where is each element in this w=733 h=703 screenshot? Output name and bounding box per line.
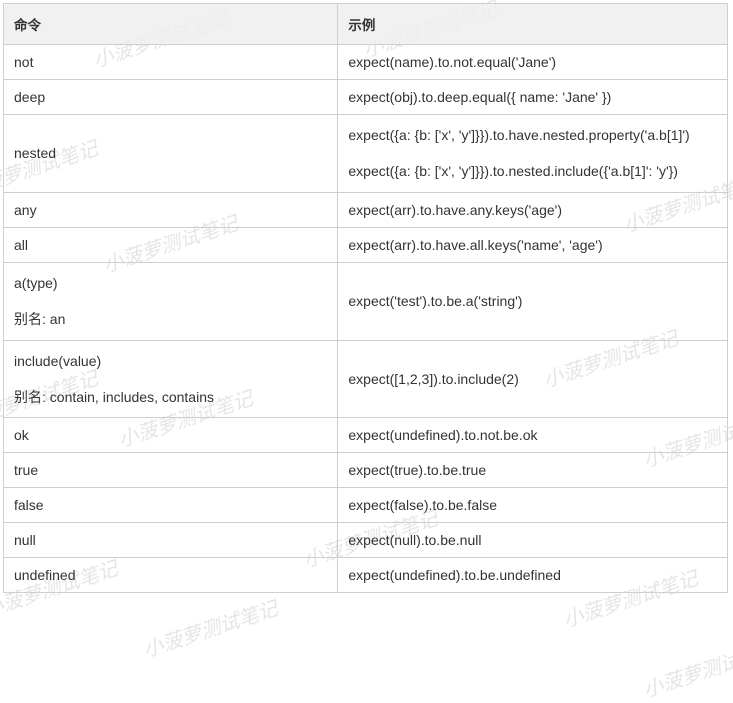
example-cell: expect({a: {b: ['x', 'y']}}).to.have.nes… <box>338 115 728 193</box>
command-cell: ok <box>4 418 338 453</box>
example-cell: expect(false).to.be.false <box>338 488 728 523</box>
example-cell: expect(arr).to.have.any.keys('age') <box>338 192 728 227</box>
command-text: a(type) <box>14 272 327 294</box>
example-cell: expect('test').to.be.a('string') <box>338 262 728 340</box>
command-cell: all <box>4 227 338 262</box>
example-text: expect({a: {b: ['x', 'y']}}).to.have.nes… <box>348 124 717 146</box>
table-row: nullexpect(null).to.be.null <box>4 523 728 558</box>
example-cell: expect(undefined).to.not.be.ok <box>338 418 728 453</box>
command-cell: any <box>4 192 338 227</box>
command-alias: 别名: an <box>14 308 327 330</box>
example-cell: expect(true).to.be.true <box>338 453 728 488</box>
example-cell: expect([1,2,3]).to.include(2) <box>338 340 728 418</box>
table-row: nested expect({a: {b: ['x', 'y']}}).to.ha… <box>4 115 728 193</box>
table-header-row: 命令 示例 <box>4 4 728 45</box>
command-cell: false <box>4 488 338 523</box>
command-alias: 别名: contain, includes, contains <box>14 386 327 408</box>
table-row: trueexpect(true).to.be.true <box>4 453 728 488</box>
table-row: notexpect(name).to.not.equal('Jane') <box>4 45 728 80</box>
assertion-table: 命令 示例 notexpect(name).to.not.equal('Jane… <box>3 3 728 593</box>
table-row: allexpect(arr).to.have.all.keys('name', … <box>4 227 728 262</box>
example-cell: expect(name).to.not.equal('Jane') <box>338 45 728 80</box>
table-body: notexpect(name).to.not.equal('Jane')deep… <box>4 45 728 593</box>
command-cell: true <box>4 453 338 488</box>
example-cell: expect(arr).to.have.all.keys('name', 'ag… <box>338 227 728 262</box>
example-cell: expect(null).to.be.null <box>338 523 728 558</box>
command-text: include(value) <box>14 350 327 372</box>
table-row: falseexpect(false).to.be.false <box>4 488 728 523</box>
command-cell: undefined <box>4 558 338 593</box>
example-cell: expect(undefined).to.be.undefined <box>338 558 728 593</box>
table-row: include(value) 别名: contain, includes, con… <box>4 340 728 418</box>
command-cell: nested <box>4 115 338 193</box>
watermark-text: 小菠萝测试笔记 <box>139 592 281 663</box>
table-row: a(type) 别名: an expect('test').to.be.a('str… <box>4 262 728 340</box>
table-row: okexpect(undefined).to.not.be.ok <box>4 418 728 453</box>
table-row: deepexpect(obj).to.deep.equal({ name: 'J… <box>4 80 728 115</box>
table-row: undefinedexpect(undefined).to.be.undefin… <box>4 558 728 593</box>
command-cell: a(type) 别名: an <box>4 262 338 340</box>
command-cell: not <box>4 45 338 80</box>
command-cell: null <box>4 523 338 558</box>
table-row: anyexpect(arr).to.have.any.keys('age') <box>4 192 728 227</box>
header-example: 示例 <box>338 4 728 45</box>
watermark-text: 小菠萝测试笔记 <box>639 632 733 703</box>
command-cell: deep <box>4 80 338 115</box>
example-cell: expect(obj).to.deep.equal({ name: 'Jane'… <box>338 80 728 115</box>
command-cell: include(value) 别名: contain, includes, con… <box>4 340 338 418</box>
header-command: 命令 <box>4 4 338 45</box>
example-text: expect({a: {b: ['x', 'y']}}).to.nested.i… <box>348 160 717 182</box>
